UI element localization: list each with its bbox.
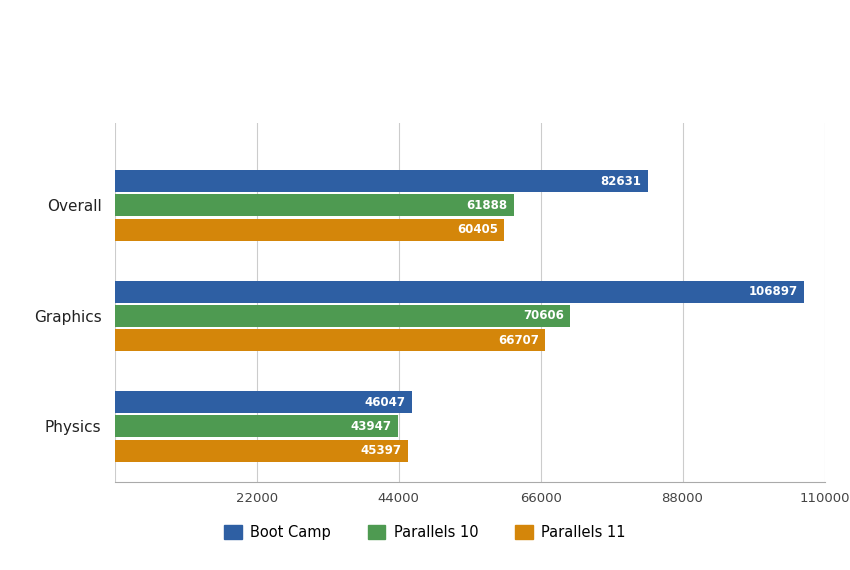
- Bar: [115, 219, 505, 241]
- Bar: [115, 391, 412, 413]
- Bar: [115, 280, 804, 303]
- Bar: [115, 329, 545, 351]
- Text: 70606: 70606: [523, 310, 564, 323]
- Bar: [115, 194, 514, 217]
- Text: 3DMark (2013) | Ice Storm: 3DMark (2013) | Ice Storm: [76, 63, 298, 81]
- Text: Parallels Desktop 11 Benchmarks: Parallels Desktop 11 Benchmarks: [76, 26, 415, 44]
- Text: 106897: 106897: [749, 285, 798, 298]
- Bar: [115, 170, 648, 192]
- Bar: [115, 305, 570, 327]
- Text: 82631: 82631: [601, 174, 642, 188]
- Text: 61888: 61888: [467, 199, 507, 212]
- Text: 45397: 45397: [360, 444, 401, 457]
- Legend: Boot Camp, Parallels 10, Parallels 11: Boot Camp, Parallels 10, Parallels 11: [224, 526, 626, 540]
- Bar: [115, 416, 399, 437]
- Text: 46047: 46047: [365, 396, 405, 409]
- Bar: [115, 440, 408, 462]
- Text: 60405: 60405: [457, 223, 498, 236]
- Text: 66707: 66707: [498, 333, 539, 347]
- Text: 43947: 43947: [351, 420, 392, 433]
